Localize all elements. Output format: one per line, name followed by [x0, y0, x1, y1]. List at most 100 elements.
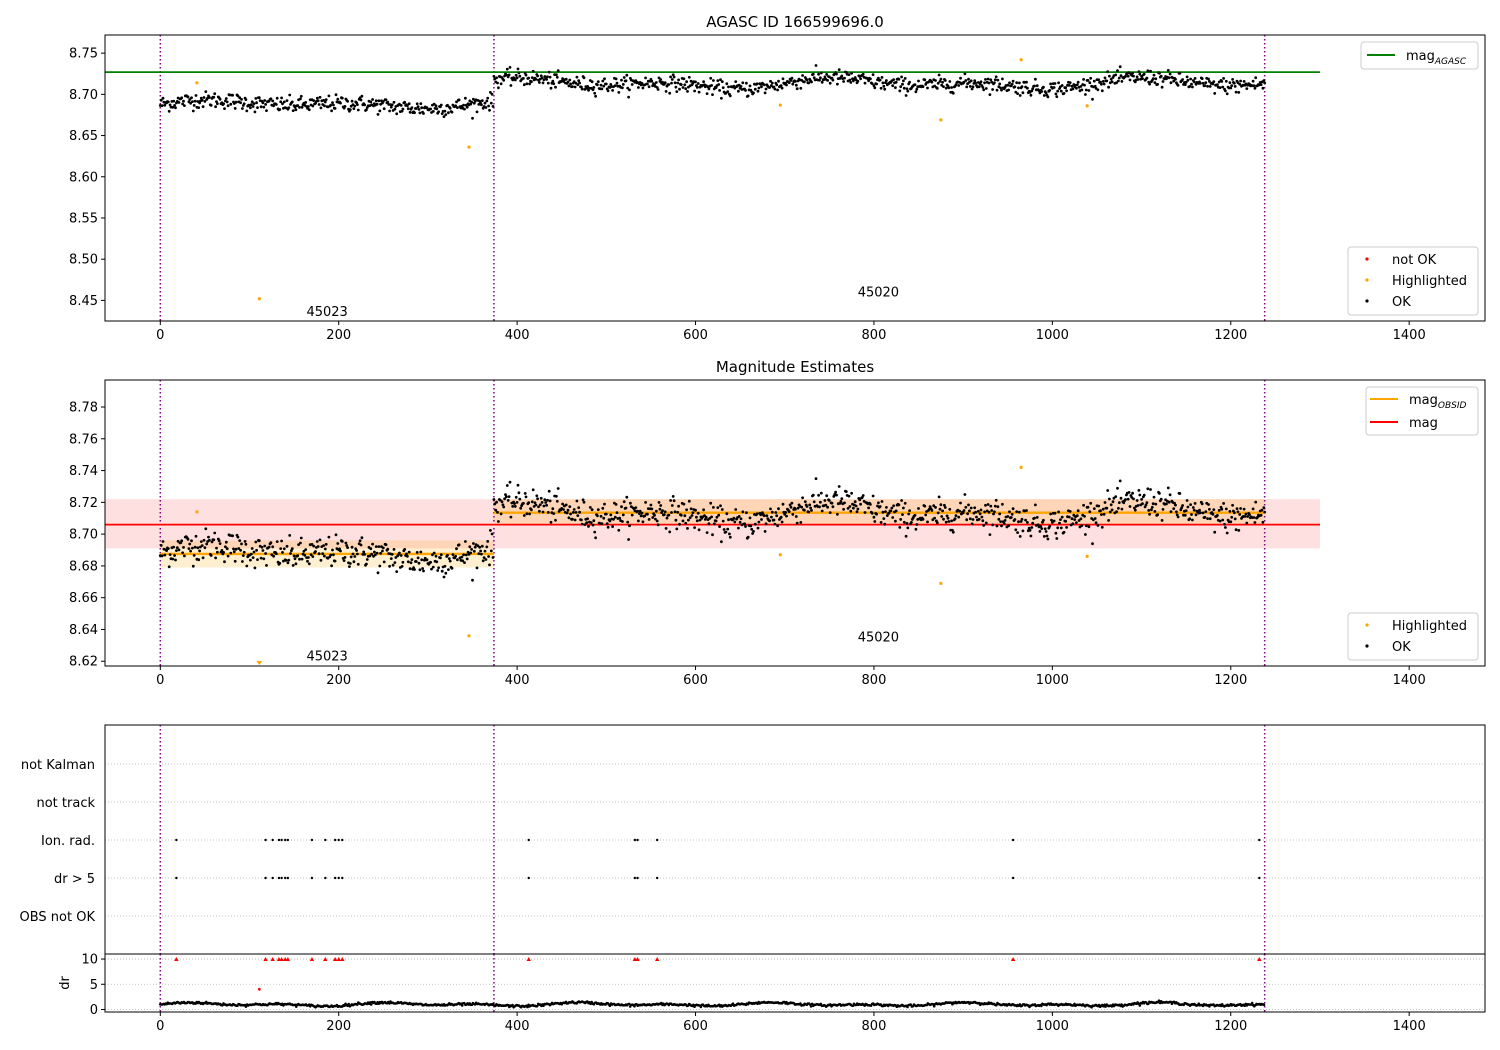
- ok-point: [1181, 78, 1184, 81]
- ok-point: [482, 556, 486, 559]
- ok-point: [250, 100, 254, 104]
- ok-point: [192, 104, 196, 107]
- ok-point: [1252, 516, 1256, 519]
- dr-capped-marker: [279, 957, 284, 962]
- ok-point: [431, 110, 435, 113]
- ok-point: [738, 520, 742, 524]
- ok-point: [1089, 76, 1093, 80]
- ok-point: [1038, 530, 1042, 533]
- ok-point: [1067, 515, 1071, 519]
- ok-point: [192, 554, 196, 557]
- ok-point: [460, 555, 464, 559]
- dr-point: [932, 1004, 936, 1008]
- agasc-xtick-label: 600: [683, 328, 708, 343]
- highlighted-point: [1019, 465, 1023, 469]
- ok-point: [1216, 83, 1219, 86]
- ok-point: [861, 72, 865, 76]
- ok-point: [542, 78, 546, 82]
- ok-point: [242, 102, 246, 106]
- flag-point-dr-gt-5: [1258, 876, 1261, 880]
- ok-point: [1136, 504, 1140, 507]
- ok-point: [209, 554, 213, 557]
- ok-point: [1254, 500, 1258, 504]
- ok-point: [489, 549, 493, 553]
- ok-point: [534, 77, 538, 81]
- ok-point: [193, 99, 197, 103]
- ok-point: [757, 520, 761, 524]
- ok-point: [892, 504, 895, 508]
- ok-point: [386, 100, 390, 104]
- ok-point: [310, 543, 314, 546]
- agasc-xtick-label: 1400: [1393, 328, 1426, 343]
- ok-point: [938, 507, 942, 511]
- ok-point: [594, 536, 597, 540]
- dr-capped-marker: [1257, 957, 1262, 962]
- ok-point: [1169, 81, 1173, 85]
- ok-point: [973, 506, 977, 510]
- ok-point: [688, 516, 692, 520]
- ok-point: [1203, 515, 1207, 519]
- ok-point: [615, 511, 619, 514]
- ok-point: [1102, 512, 1106, 516]
- ok-point: [1117, 506, 1120, 510]
- ok-point: [581, 498, 585, 502]
- ok-point: [1115, 81, 1118, 85]
- ok-point: [1106, 489, 1110, 492]
- ok-point: [443, 109, 447, 113]
- ok-point: [1175, 510, 1178, 514]
- ok-point: [1029, 93, 1033, 97]
- ok-point: [545, 503, 548, 507]
- ok-point: [287, 106, 291, 110]
- dr-point: [1157, 999, 1161, 1002]
- legend-label-mag-agasc: magAGASC: [1406, 49, 1467, 67]
- ok-point: [425, 558, 429, 562]
- ok-point: [513, 505, 517, 508]
- highlighted-point: [1085, 554, 1089, 558]
- dr-capped-marker: [323, 957, 328, 962]
- ok-point: [562, 508, 565, 511]
- ok-point: [711, 93, 714, 96]
- ok-point: [180, 96, 184, 100]
- ok-point: [1088, 510, 1092, 514]
- ok-point: [176, 539, 180, 543]
- ok-point: [1103, 76, 1107, 80]
- ok-point: [222, 102, 226, 106]
- ok-point: [938, 80, 942, 83]
- ok-point: [545, 78, 548, 81]
- ok-point: [769, 507, 772, 511]
- ok-point: [683, 83, 687, 87]
- magnitude-xtick-label: 600: [683, 673, 708, 688]
- ok-point: [1262, 79, 1266, 83]
- ok-point: [764, 522, 768, 526]
- ok-point: [536, 74, 539, 78]
- ok-point: [522, 77, 525, 80]
- dr-point: [1138, 1004, 1142, 1007]
- ok-point: [992, 512, 995, 516]
- ok-point: [317, 103, 321, 106]
- ok-point: [1221, 85, 1225, 89]
- ok-point: [182, 99, 185, 103]
- ok-point: [794, 83, 798, 87]
- ok-point: [1190, 82, 1193, 86]
- ok-point: [1191, 506, 1195, 509]
- ok-point: [967, 503, 970, 507]
- ok-point: [287, 558, 291, 562]
- ok-point: [517, 71, 521, 75]
- ok-point: [353, 555, 357, 558]
- ok-point: [392, 100, 396, 104]
- ok-point: [986, 503, 990, 506]
- legend-magnitude-upper: magOBSID mag: [1365, 386, 1479, 436]
- ok-point: [620, 505, 623, 509]
- ok-point: [494, 508, 498, 512]
- ok-point: [578, 510, 581, 514]
- ok-point: [519, 506, 523, 510]
- ok-point: [291, 109, 295, 112]
- ok-point: [468, 545, 472, 549]
- ok-point: [994, 498, 998, 502]
- ok-point: [490, 532, 494, 536]
- ok-point: [186, 537, 190, 541]
- ok-point: [641, 86, 645, 90]
- ok-point: [336, 542, 340, 545]
- ok-point: [1186, 505, 1190, 509]
- ok-point: [564, 77, 568, 81]
